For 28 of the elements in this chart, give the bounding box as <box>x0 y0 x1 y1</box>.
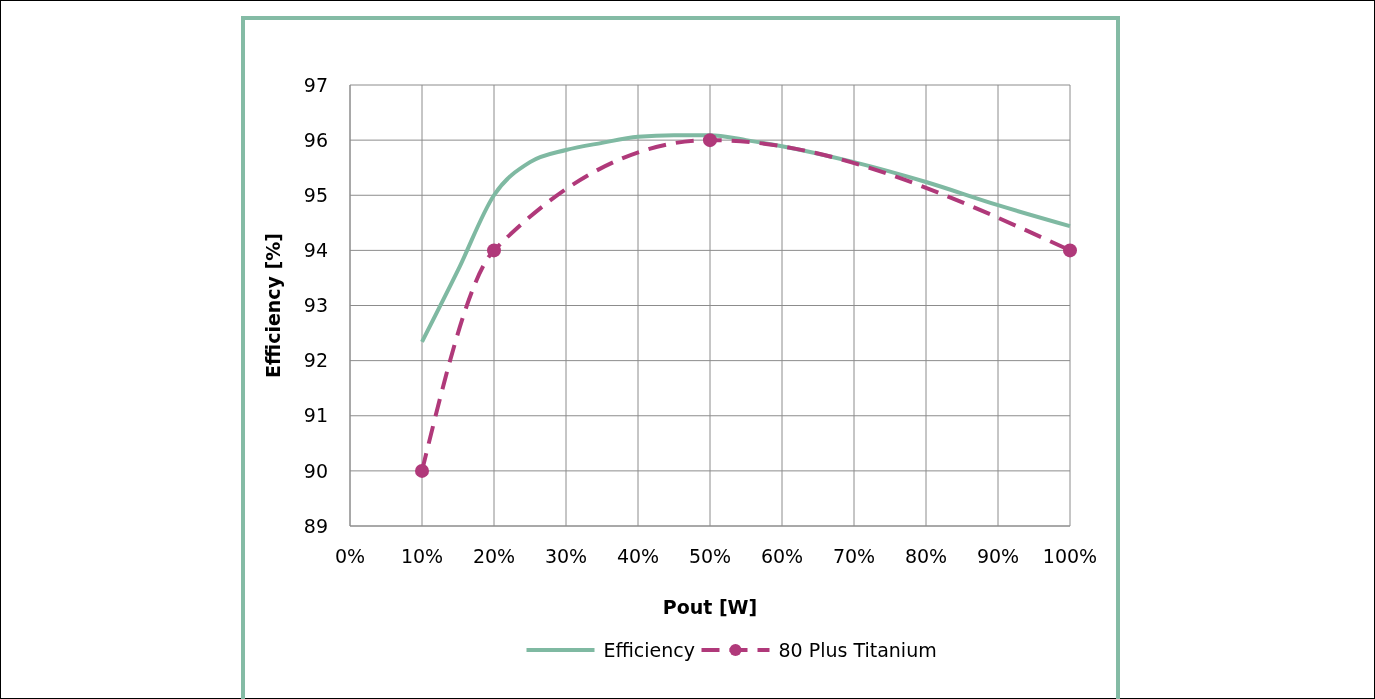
point <box>487 243 501 258</box>
point <box>1063 243 1077 258</box>
x-tick-label: 0% <box>334 545 366 567</box>
y-axis-title: Efficiency [%] <box>262 232 284 379</box>
x-tick-label: 40% <box>616 545 660 567</box>
y-tick-label: 94 <box>303 239 328 262</box>
y-tick-label: 93 <box>303 294 328 317</box>
point <box>415 463 429 478</box>
y-tick-label: 90 <box>303 459 328 482</box>
x-tick-label: 90% <box>976 545 1020 567</box>
x-tick-label: 70% <box>832 545 876 567</box>
y-tick-label: 97 <box>303 73 328 96</box>
y-tick-label: 95 <box>303 183 328 206</box>
y-tick-label: 96 <box>303 128 328 151</box>
x-axis-title: Pout [W] <box>662 596 758 618</box>
x-tick-label: 80% <box>904 545 948 567</box>
point <box>703 133 717 148</box>
legend-label: 80 Plus Titanium <box>778 638 937 661</box>
x-tick-label: 30% <box>544 545 588 567</box>
y-tick-label: 92 <box>303 349 328 372</box>
x-tick-label: 60% <box>760 545 804 567</box>
x-tick-label: 50% <box>688 545 732 567</box>
y-tick-label: 89 <box>303 514 328 537</box>
x-tick-label: 20% <box>472 545 516 567</box>
y-tick-label: 91 <box>303 404 328 427</box>
legend-label: Efficiency <box>603 638 696 661</box>
x-tick-label: 100% <box>1042 545 1098 567</box>
x-tick-label: 10% <box>400 545 444 567</box>
